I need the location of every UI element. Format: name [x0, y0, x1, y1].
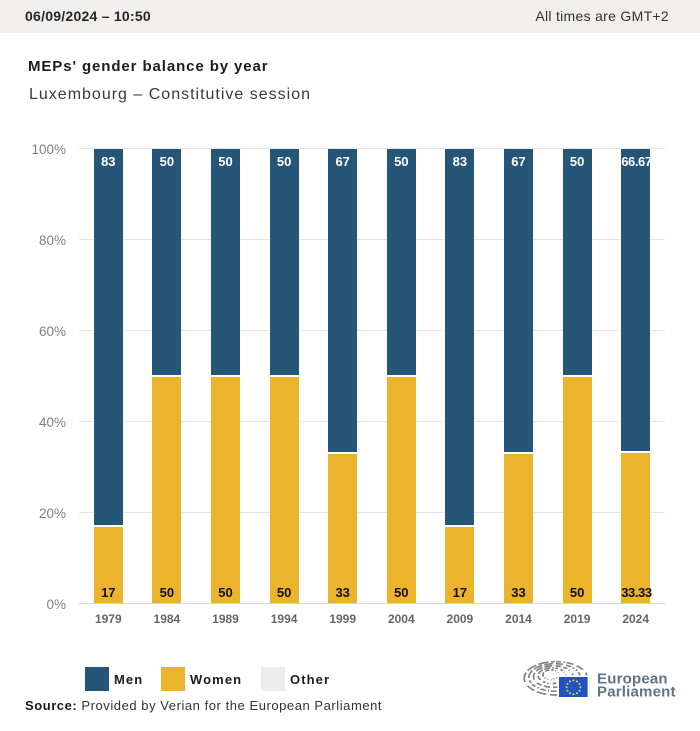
svg-text:European: European: [597, 670, 668, 687]
svg-text:Parliament: Parliament: [597, 683, 676, 700]
